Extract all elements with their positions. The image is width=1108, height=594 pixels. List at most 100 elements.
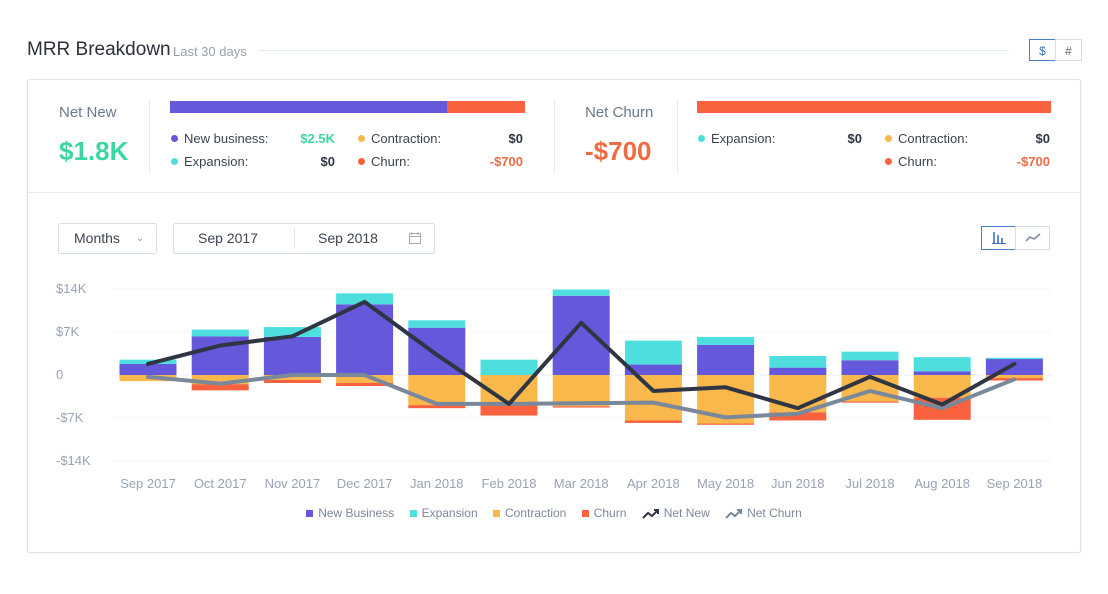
bar-contraction[interactable] [263,375,321,380]
bar-expansion[interactable] [985,357,1043,360]
x-tick-label: Sep 2018 [987,476,1043,491]
new-business-value: $2.5K [300,131,335,146]
y-tick-label: $7K [56,324,79,339]
x-tick-label: Feb 2018 [482,476,537,491]
bar-churn[interactable] [191,384,249,391]
legend-new-business[interactable]: New Business [306,506,394,520]
legend-expansion[interactable]: Expansion [409,506,478,520]
bar-new-business[interactable] [985,359,1043,375]
x-tick-label: Apr 2018 [627,476,680,491]
legend-contraction[interactable]: Contraction [492,506,566,520]
unit-dollar-button[interactable]: $ [1029,39,1056,61]
x-axis: Sep 2017 Oct 2017 Nov 2017 Dec 2017 Jan 2018… [120,476,1042,491]
x-tick-label: Nov 2017 [265,476,321,491]
new-business-dot [171,135,178,142]
x-tick-label: Dec 2017 [337,476,393,491]
bar-expansion[interactable] [552,289,610,296]
chart-legend: New Business Expansion Contraction Churn… [0,505,1108,520]
unit-toggle: $ # [1029,39,1082,61]
line-net-new[interactable] [146,299,1017,411]
contraction-label: Contraction: [371,131,442,146]
bar-contraction[interactable] [408,375,466,406]
bar-expansion[interactable] [769,355,827,368]
expansion-value: $0 [320,154,335,169]
bar-new-business[interactable] [697,344,755,375]
bar-new-business[interactable] [913,371,971,375]
churn-value: -$700 [1016,154,1050,169]
date-from[interactable]: Sep 2017 [198,230,258,246]
bar-contraction[interactable] [913,375,971,398]
legend-net-churn[interactable]: Net Churn [725,506,802,520]
bar-expansion[interactable] [913,357,971,372]
bar-expansion[interactable] [336,293,394,305]
net-new-value: $1.8K [59,136,129,166]
trend-icon [725,508,743,519]
bar-contraction[interactable] [336,375,394,383]
x-tick-label: Jul 2018 [845,476,894,491]
x-tick-label: Oct 2017 [194,476,247,491]
bar-new-business[interactable] [552,295,610,375]
bar-expansion[interactable] [408,320,466,328]
x-tick-label: Mar 2018 [554,476,609,491]
bar-churn[interactable] [263,379,321,383]
calendar-icon[interactable] [409,225,421,254]
bar-new-business[interactable] [841,360,899,375]
contraction-value: $0 [508,131,523,146]
line-net-churn[interactable] [146,373,1017,420]
contraction-dot [358,135,365,142]
bar-expansion[interactable] [624,340,682,365]
legend-net-new[interactable]: Net New [642,506,710,520]
bar-new-business[interactable] [769,367,827,375]
churn-value: -$700 [489,154,523,169]
x-tick-label: May 2018 [697,476,754,491]
bar-churn[interactable] [408,405,466,409]
period-dropdown-label: Months [74,230,120,246]
bar-chart-icon [991,232,1006,244]
new-business-label: New business: [184,131,269,146]
net-new-bar-new-business [170,101,447,113]
bar-churn[interactable] [769,412,827,421]
unit-count-button[interactable]: # [1055,39,1082,61]
churn-label: Churn: [898,154,938,169]
churn-label: Churn: [371,154,411,169]
bar-churn[interactable] [336,382,394,387]
expansion-value: $0 [847,131,862,146]
date-range-picker[interactable]: Sep 2017 Sep 2018 [173,223,435,254]
period-dropdown[interactable]: Months ⌄ [58,223,157,254]
date-to[interactable]: Sep 2018 [318,230,378,246]
legend-swatch [409,510,417,518]
bar-contraction[interactable] [191,375,249,385]
bar-new-business[interactable] [263,336,321,375]
bar-churn[interactable] [552,406,610,408]
net-new-label: Net New [59,104,117,121]
bar-expansion[interactable] [480,359,538,375]
bar-new-business[interactable] [624,364,682,375]
x-tick-label: Aug 2018 [914,476,970,491]
divider [554,100,555,174]
y-tick-label: -$7K [56,410,84,425]
bar-expansion[interactable] [841,351,899,361]
bar-expansion[interactable] [697,336,755,345]
net-new-bar-churn [446,101,525,113]
bar-contraction[interactable] [624,375,682,421]
bar-expansion[interactable] [119,359,177,364]
page-title: MRR Breakdown [27,39,171,60]
legend-label: Net New [663,505,710,520]
header-divider [259,50,1009,51]
bar-new-business[interactable] [119,363,177,375]
bar-contraction[interactable] [985,375,1043,379]
bar-churn[interactable] [480,403,538,416]
bar-churn[interactable] [624,420,682,423]
bar-churn[interactable] [841,401,899,403]
mrr-header: MRR Breakdown Last 30 days $ # [27,36,1082,66]
net-churn-label: Net Churn [585,104,654,121]
bar-expansion[interactable] [191,329,249,337]
bar-churn[interactable] [697,423,755,425]
churn-dot [885,158,892,165]
line-chart-button[interactable] [1015,226,1050,250]
bar-expansion[interactable] [263,327,321,337]
chevron-down-icon: ⌄ [135,233,144,244]
legend-churn[interactable]: Churn [581,506,626,520]
x-tick-label: Jan 2018 [410,476,464,491]
